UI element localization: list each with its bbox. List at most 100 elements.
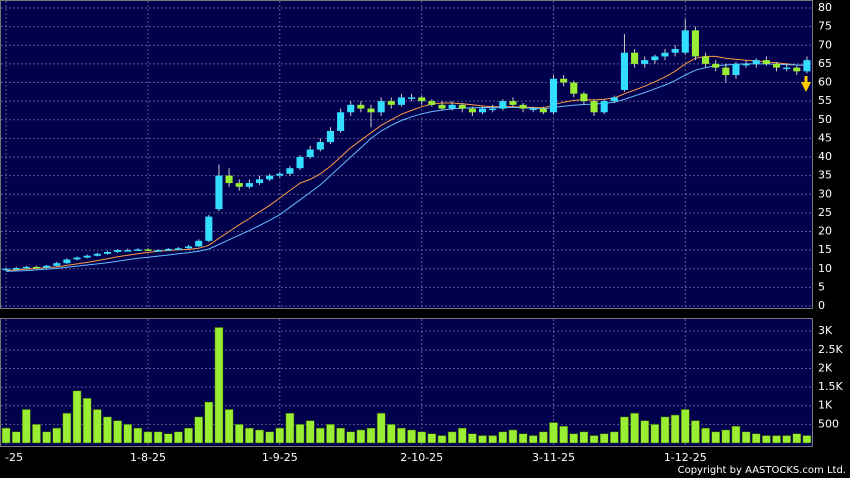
volume-bar [569,433,579,444]
candle-body [762,60,770,64]
volume-bar [650,424,660,444]
volume-bar [32,424,41,444]
volume-bar [265,431,274,444]
candle-body [286,168,294,174]
volume-bar [113,420,122,444]
volume-bar [508,429,518,444]
candle-body [702,56,710,64]
candle-body [22,266,30,269]
y-tick-label: 70 [818,38,832,51]
volume-bar [93,409,102,444]
volume-bar [772,435,781,444]
candle-body [93,253,101,256]
candle-body [347,104,355,113]
arrow-icon [801,76,811,92]
candle-body [276,173,284,176]
volume-bar [11,431,21,444]
candle-body [306,149,314,157]
candle-body [783,67,791,70]
volume-bar [691,420,700,444]
volume-bar [640,420,650,444]
volume-bar [356,429,366,444]
y-tick-label: 3K [818,324,833,337]
candle-body [560,78,568,83]
candle-body [245,183,253,187]
candle-body [195,240,203,247]
candle-body [154,250,162,252]
volume-bar [518,433,528,444]
candle-body [408,97,416,99]
candle-body [681,30,689,53]
y-tick-label: 55 [818,94,832,107]
candle-body [266,175,274,180]
y-tick-label: 5 [818,280,825,293]
candle-body [458,104,466,109]
volume-bar [255,429,264,444]
y-tick-label: 10 [818,262,832,275]
y-tick-label: 45 [818,131,832,144]
volume-bar [336,427,345,444]
x-tick-label: 1-9-25 [262,451,298,464]
candle-body [631,52,639,64]
volume-bar [224,409,234,444]
volume-bar [234,424,244,444]
volume-bar [599,433,609,444]
candle-body [803,60,811,72]
candle-body [529,108,537,111]
volume-bar [528,435,538,444]
volume-bar [245,427,254,444]
volume-bar [427,433,437,444]
ma-line [6,63,807,272]
volume-bar [660,416,670,444]
price-panel [0,0,813,309]
volume-bar [721,429,731,444]
y-tick-label: 30 [818,187,832,200]
y-tick-label: 1.5K [818,380,843,393]
volume-bar [143,431,153,444]
volume-bar [447,431,457,444]
candle-body [651,56,659,61]
volume-bar [103,416,112,444]
y-tick-label: 20 [818,225,832,238]
volume-bar [326,424,335,444]
candle-body [691,30,699,57]
candle-body [53,263,61,266]
candle-body [316,142,324,150]
volume-bar [72,390,82,444]
volume-bar [680,409,690,444]
volume-bar [316,427,325,444]
candle-body [509,101,517,105]
y-tick-label: 2K [818,361,833,374]
volume-bar [42,431,51,444]
volume-bar [52,427,62,444]
volume-bar [133,427,143,444]
plot-layer: 0 5 10 15 20 25 30 35 40 45 50 55 60 65 70 75 80 500 1K 1.5… [1,1,843,464]
candle-body [519,104,527,109]
volume-bar [153,431,163,444]
ma-line [6,55,807,272]
volume-bar [407,429,416,444]
volume-bar [194,416,203,444]
volume-bar [437,435,447,444]
volume-bar [549,422,558,444]
volume-panel [0,318,813,447]
candle-body [32,266,41,269]
candle-body [570,82,578,94]
volume-bar [295,424,305,444]
x-tick-label: 1-8-25 [130,451,166,464]
volume-bar [123,424,133,444]
volume-bar [386,424,396,444]
candle-body [103,251,111,254]
candle-body [164,249,172,251]
candle-body [468,108,476,113]
candle-body [114,250,122,252]
x-tick-label: -25 [5,451,23,464]
volume-bar [620,416,629,444]
volume-bar [792,433,802,444]
volume-bar [498,431,508,444]
candle-body [671,48,679,53]
volume-bar [417,431,427,444]
candle-body [387,101,395,105]
volume-bar [184,427,193,444]
